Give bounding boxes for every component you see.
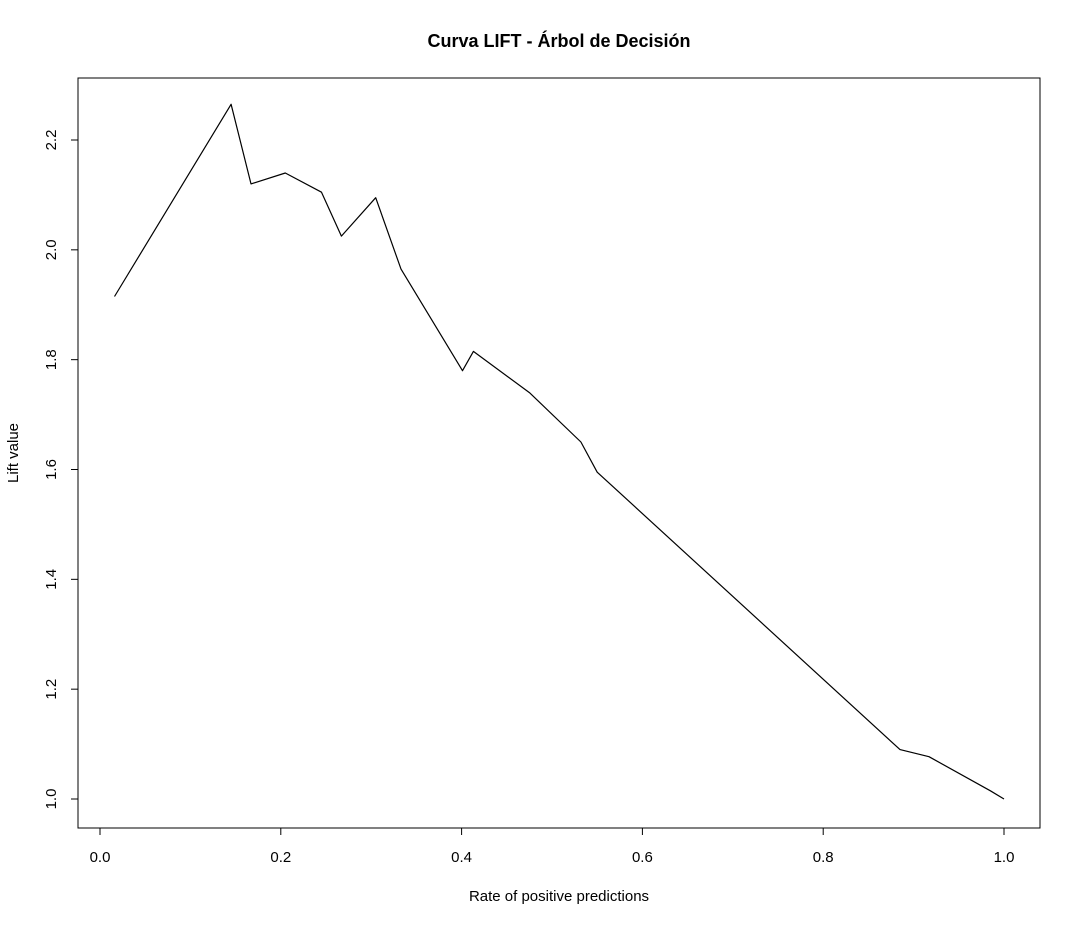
lift-curve-line <box>113 103 1005 800</box>
x-tick-label: 0.2 <box>270 849 291 866</box>
x-tick-label: 0.8 <box>813 849 834 866</box>
x-axis-label: Rate of positive predictions <box>469 888 649 905</box>
x-tick-label: 1.0 <box>994 849 1015 866</box>
x-axis: 0.0 0.2 0.4 0.6 0.8 1.0 <box>90 827 1015 866</box>
y-tick-label: 2.2 <box>43 130 60 151</box>
y-tick-label: 1.4 <box>43 569 60 590</box>
plot-frame <box>77 77 1041 829</box>
x-tick-label: 0.6 <box>632 849 653 866</box>
y-tick-label: 2.0 <box>43 239 60 260</box>
y-tick-label: 1.0 <box>43 789 60 810</box>
y-tick-label: 1.6 <box>43 459 60 480</box>
x-tick-label: 0.4 <box>451 849 472 866</box>
chart-title: Curva LIFT - Árbol de Decisión <box>427 30 690 51</box>
y-tick-label: 1.2 <box>43 679 60 700</box>
x-tick-label: 0.0 <box>90 849 111 866</box>
y-axis: 1.0 1.2 1.4 1.6 1.8 2.0 2.2 <box>43 130 79 810</box>
y-axis-label: Lift value <box>5 423 22 483</box>
y-tick-label: 1.8 <box>43 349 60 370</box>
series-layer <box>113 103 1005 800</box>
